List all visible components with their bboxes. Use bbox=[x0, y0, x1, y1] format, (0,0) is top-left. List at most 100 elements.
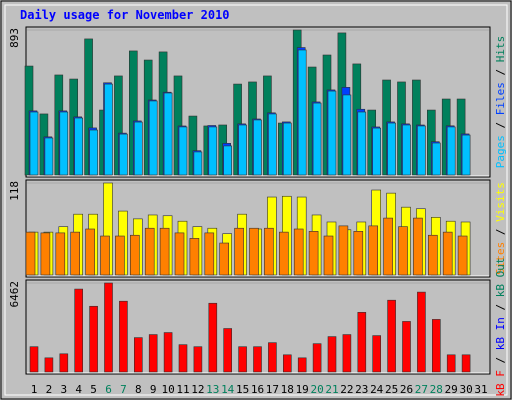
x-tick-label: 11 bbox=[176, 383, 189, 396]
bar bbox=[282, 354, 292, 373]
bar bbox=[174, 232, 185, 276]
bar bbox=[372, 335, 382, 373]
bar bbox=[249, 227, 259, 276]
bar bbox=[413, 217, 423, 276]
x-tick-label: 18 bbox=[281, 383, 294, 396]
x-tick-label: 16 bbox=[251, 383, 264, 396]
legend-entry: Visits bbox=[494, 182, 507, 222]
x-tick-label: 20 bbox=[310, 383, 323, 396]
bar bbox=[89, 129, 98, 176]
x-tick-label: 23 bbox=[355, 383, 368, 396]
bar bbox=[342, 94, 352, 176]
bar bbox=[402, 124, 411, 176]
bar bbox=[25, 231, 36, 276]
bar bbox=[417, 125, 426, 176]
bar bbox=[70, 231, 80, 276]
bar bbox=[100, 235, 110, 276]
x-tick-label: 17 bbox=[266, 383, 279, 396]
x-tick-label: 8 bbox=[135, 383, 142, 396]
bar bbox=[223, 328, 232, 373]
x-tick-label: 14 bbox=[221, 383, 235, 396]
bar bbox=[323, 235, 334, 276]
x-tick-label: 28 bbox=[430, 383, 443, 396]
bar bbox=[178, 344, 188, 373]
legend-entry: Hits bbox=[494, 36, 507, 63]
legend: Sites / Visits bbox=[494, 182, 507, 275]
legend-separator: / bbox=[494, 297, 507, 317]
bar bbox=[442, 231, 453, 276]
bar bbox=[461, 134, 471, 176]
bar bbox=[130, 234, 140, 276]
legend-separator: / bbox=[494, 62, 507, 82]
bar bbox=[159, 227, 170, 276]
bar bbox=[144, 227, 155, 276]
x-tick-label: 31 bbox=[474, 383, 487, 396]
bar bbox=[268, 113, 277, 176]
bar bbox=[264, 227, 274, 276]
bar bbox=[59, 111, 69, 176]
x-tick-label: 29 bbox=[445, 383, 458, 396]
bar bbox=[342, 334, 352, 373]
legend-entry: kB F bbox=[494, 370, 507, 397]
bar bbox=[208, 302, 218, 373]
x-tick-label: 9 bbox=[150, 383, 157, 396]
bar bbox=[85, 228, 95, 276]
bar bbox=[253, 346, 262, 373]
bar bbox=[312, 102, 322, 176]
inner-border bbox=[4, 4, 508, 396]
bar bbox=[427, 234, 438, 276]
bar bbox=[189, 238, 200, 276]
x-tick-label: 26 bbox=[400, 383, 413, 396]
legend-separator: / bbox=[494, 115, 507, 135]
bar bbox=[357, 312, 367, 373]
legend: Pages / Files / Hits bbox=[494, 36, 507, 169]
x-tick-label: 6 bbox=[105, 383, 112, 396]
bar bbox=[134, 337, 143, 373]
bar bbox=[461, 354, 471, 373]
x-tick-label: 4 bbox=[75, 383, 82, 396]
bar bbox=[115, 235, 125, 276]
bar bbox=[29, 346, 39, 373]
legend-entry: Sites bbox=[494, 242, 507, 275]
bar bbox=[446, 126, 456, 176]
bar bbox=[327, 90, 337, 176]
bar bbox=[282, 122, 292, 176]
bar bbox=[178, 126, 188, 176]
bar bbox=[431, 142, 441, 176]
bar bbox=[238, 346, 247, 373]
bar bbox=[119, 133, 128, 176]
y-tick-label: 6462 bbox=[8, 281, 21, 308]
bar bbox=[40, 232, 51, 276]
bar bbox=[219, 242, 229, 276]
bar bbox=[398, 226, 408, 276]
bar bbox=[457, 235, 468, 276]
x-tick-label: 19 bbox=[296, 383, 309, 396]
bar bbox=[204, 232, 215, 276]
bar bbox=[193, 346, 203, 373]
legend: kB F / kB In / kB Out bbox=[494, 257, 507, 396]
bar bbox=[29, 111, 39, 176]
bar bbox=[74, 117, 83, 176]
bar bbox=[59, 353, 69, 373]
bar bbox=[268, 342, 277, 373]
bar bbox=[372, 127, 382, 176]
bar bbox=[74, 288, 83, 373]
x-tick-label: 3 bbox=[60, 383, 67, 396]
bar bbox=[402, 321, 411, 373]
bar bbox=[89, 305, 98, 373]
x-tick-label: 15 bbox=[236, 383, 249, 396]
legend-entry: Files bbox=[494, 82, 507, 115]
y-tick-label: 118 bbox=[8, 181, 21, 201]
x-tick-label: 1 bbox=[31, 383, 38, 396]
bar bbox=[357, 111, 367, 176]
bar bbox=[44, 137, 54, 176]
bar bbox=[238, 124, 247, 176]
bar bbox=[134, 121, 143, 176]
x-tick-label: 24 bbox=[370, 383, 384, 396]
bar bbox=[353, 231, 364, 276]
x-tick-label: 27 bbox=[415, 383, 428, 396]
bar bbox=[368, 225, 379, 276]
bar bbox=[119, 300, 128, 373]
